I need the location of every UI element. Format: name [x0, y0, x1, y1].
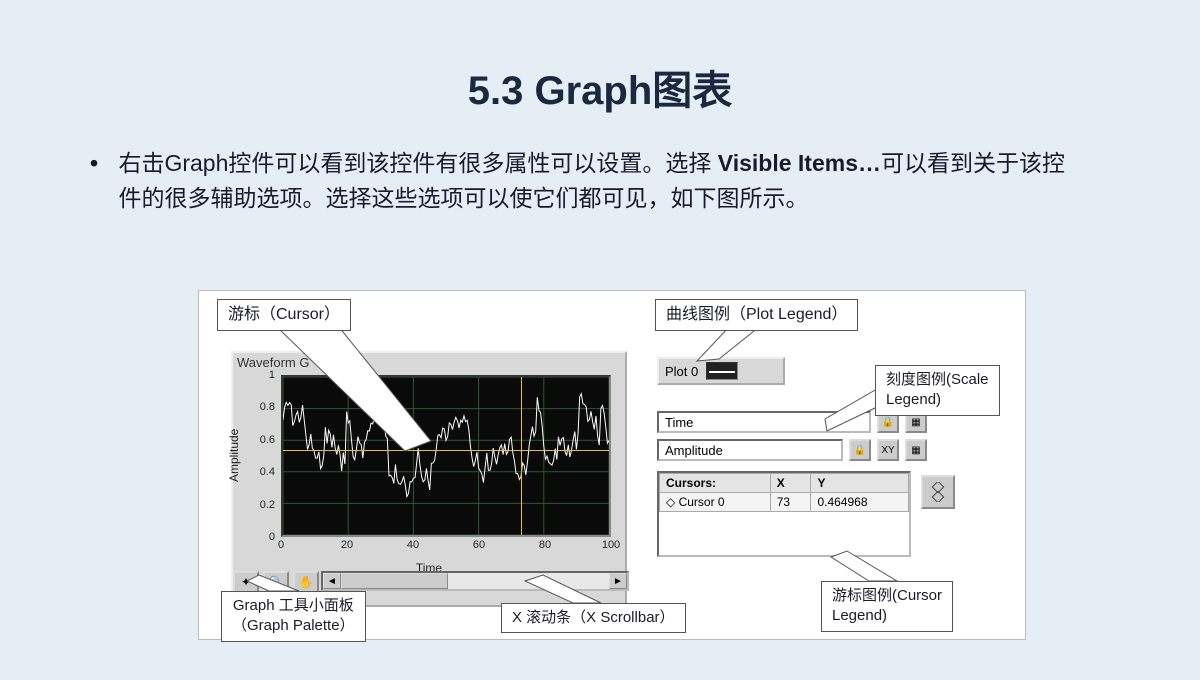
bullet-bold: Visible Items…: [718, 150, 881, 176]
plot-legend-label: Plot 0: [665, 364, 698, 379]
scale-xy-icon[interactable]: XY: [877, 439, 899, 461]
bullet-paragraph: • 右击Graph控件可以看到该控件有很多属性可以设置。选择 Visible I…: [0, 146, 1200, 215]
y-tick: 0.2: [260, 499, 275, 511]
x-tick: 20: [341, 539, 353, 551]
scroll-thumb[interactable]: [341, 573, 448, 589]
y-tick: 0.8: [260, 401, 275, 413]
callout-cursor: 游标（Cursor）: [217, 299, 351, 331]
cursor-y-cell: 0.464968: [811, 493, 909, 512]
graph-title: Waveform G: [237, 355, 309, 370]
scale-lock-icon[interactable]: 🔒: [849, 439, 871, 461]
bullet-part1: 右击Graph控件可以看到该控件有很多属性可以设置。选择: [118, 150, 711, 176]
callout-cursor-legend-l2: Legend): [832, 607, 887, 624]
scale-legend: Time 🔒 ▦ Amplitude 🔒 XY ▦: [657, 411, 927, 467]
x-scrollbar[interactable]: ◄ ►: [321, 571, 629, 591]
cursor-th-x: X: [770, 474, 811, 493]
callout-xscroll: X 滚动条（X Scrollbar）: [501, 603, 686, 633]
scroll-track[interactable]: [341, 573, 609, 589]
cursor-th-y: Y: [811, 474, 909, 493]
callout-cursor-legend: 游标图例(Cursor Legend): [821, 581, 953, 632]
cursor-name: Cursor 0: [679, 495, 725, 509]
callout-palette: Graph 工具小面板 （Graph Palette）: [221, 591, 366, 642]
plot-swatch-icon: [706, 362, 738, 380]
scroll-left-arrow[interactable]: ◄: [323, 573, 341, 589]
palette-crosshair-button[interactable]: ✦: [233, 571, 259, 593]
callout-palette-l2: （Graph Palette）: [232, 617, 355, 634]
callout-scale-legend: 刻度图例(Scale Legend): [875, 365, 1000, 416]
cursor-th-name: Cursors:: [660, 474, 771, 493]
cursor-legend[interactable]: Cursors: X Y ◇ Cursor 0 73 0.464968: [657, 471, 911, 557]
x-tick: 40: [407, 539, 419, 551]
scale-format-icon[interactable]: ▦: [905, 439, 927, 461]
waveform-graph[interactable]: Waveform G Amplitude 1 0.8 0.6 0.4 0.2 0…: [231, 351, 627, 607]
scroll-right-arrow[interactable]: ►: [609, 573, 627, 589]
graph-palette: ✦ 🔍 ✋: [233, 571, 319, 593]
cursor-x-cell: 73: [770, 493, 811, 512]
x-tick: 0: [278, 539, 284, 551]
x-tick: 100: [602, 539, 620, 551]
slide-title: 5.3 Graph图表: [0, 0, 1200, 146]
plot-svg: [283, 377, 609, 535]
callout-plot-legend: 曲线图例（Plot Legend）: [655, 299, 858, 331]
plot-legend[interactable]: Plot 0: [657, 357, 785, 385]
palette-hand-button[interactable]: ✋: [293, 571, 319, 593]
palette-zoom-button[interactable]: 🔍: [263, 571, 289, 593]
scale-row-amplitude[interactable]: Amplitude: [657, 439, 843, 461]
y-tick: 0.6: [260, 434, 275, 446]
y-tick: 0.4: [260, 466, 275, 478]
diagram-figure: 游标（Cursor） 曲线图例（Plot Legend） 刻度图例(Scale …: [198, 290, 1026, 640]
cursor-vline: [521, 377, 522, 535]
y-tick: 1: [269, 369, 275, 381]
cursor-name-cell[interactable]: ◇ Cursor 0: [660, 493, 771, 512]
callout-scale-legend-l2: Legend): [886, 391, 941, 408]
plot-area[interactable]: [281, 375, 611, 537]
cursor-move-button[interactable]: [921, 475, 955, 509]
x-tick: 60: [473, 539, 485, 551]
y-ticks: 1 0.8 0.6 0.4 0.2 0: [239, 375, 279, 537]
x-ticks: 0 20 40 60 80 100: [281, 539, 611, 555]
cursor-hline: [283, 450, 609, 451]
callout-palette-l1: Graph 工具小面板: [233, 597, 354, 614]
callout-cursor-legend-l1: 游标图例(Cursor: [832, 587, 942, 604]
callout-scale-legend-l1: 刻度图例(Scale: [886, 371, 989, 388]
diamond-icon: [928, 482, 948, 502]
x-tick: 80: [539, 539, 551, 551]
scale-row-time[interactable]: Time: [657, 411, 871, 433]
y-tick: 0: [269, 531, 275, 543]
